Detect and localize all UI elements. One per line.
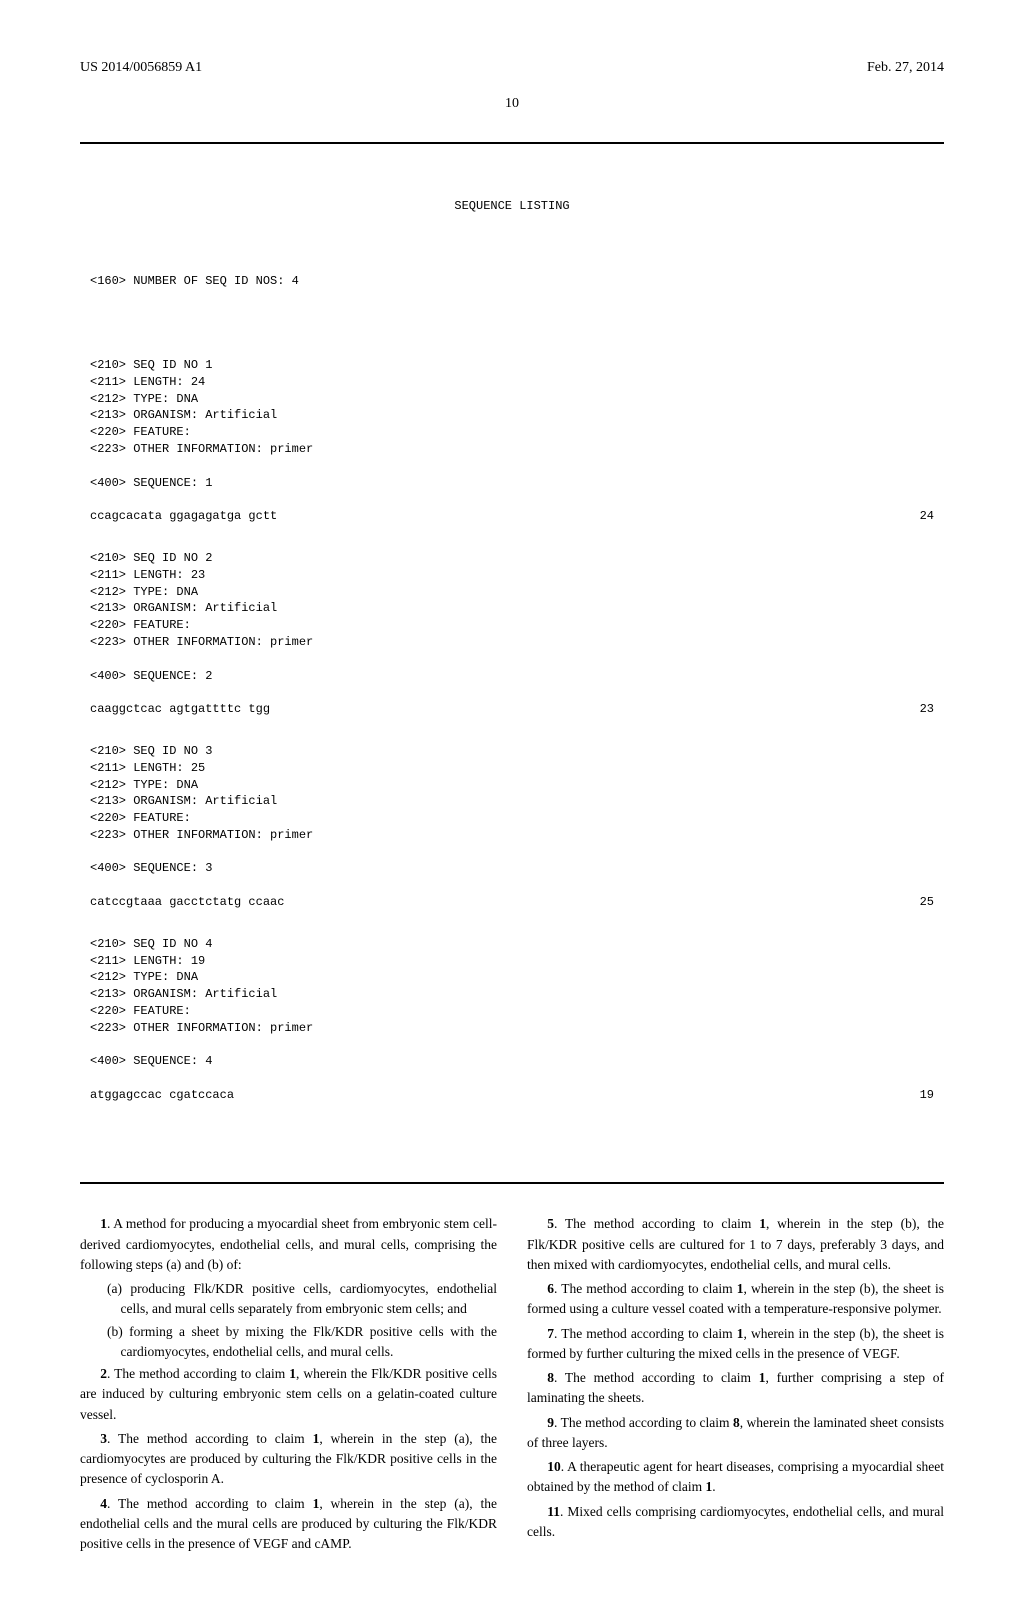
seq-meta-line: <212> TYPE: DNA	[90, 777, 934, 794]
claim-number: 1	[100, 1216, 107, 1231]
seq-meta-line: <223> OTHER INFORMATION: primer	[90, 634, 934, 651]
claim-number: 11	[547, 1504, 560, 1519]
seq-data-row: atggagccac cgatccaca 19	[90, 1087, 934, 1104]
seq-meta-line: <211> LENGTH: 25	[90, 760, 934, 777]
claim-text: . The method according to claim	[554, 1326, 737, 1341]
claim-text: . A method for producing a myocardial sh…	[80, 1216, 497, 1272]
claim-text: . The method according to claim	[554, 1216, 759, 1231]
claim-text: . The method according to claim	[107, 1431, 313, 1446]
seq-length-value: 25	[920, 894, 934, 911]
claim-number: 9	[547, 1415, 554, 1430]
claim: 8. The method according to claim 1, furt…	[527, 1368, 944, 1409]
seq-meta-line: <210> SEQ ID NO 2	[90, 550, 934, 567]
claim-number: 10	[547, 1459, 561, 1474]
seq-length-value: 19	[920, 1087, 934, 1104]
claim-number: 6	[547, 1281, 554, 1296]
seq-meta-line: <210> SEQ ID NO 3	[90, 743, 934, 760]
claim: 1. A method for producing a myocardial s…	[80, 1214, 497, 1275]
claim-number: 4	[100, 1496, 107, 1511]
seq-meta-line: <212> TYPE: DNA	[90, 969, 934, 986]
seq-meta-line: <212> TYPE: DNA	[90, 391, 934, 408]
sequence-listing-section: SEQUENCE LISTING <160> NUMBER OF SEQ ID …	[80, 142, 944, 1184]
seq-meta-line: <211> LENGTH: 19	[90, 953, 934, 970]
seq-meta-line: <213> ORGANISM: Artificial	[90, 986, 934, 1003]
page-number: 10	[80, 96, 944, 112]
claim-number: 7	[547, 1326, 554, 1341]
seq-meta-line: <220> FEATURE:	[90, 617, 934, 634]
seq-data-row: ccagcacata ggagagatga gctt 24	[90, 508, 934, 525]
claim: 5. The method according to claim 1, wher…	[527, 1214, 944, 1275]
seq-length-value: 23	[920, 701, 934, 718]
claim-number: 3	[100, 1431, 107, 1446]
seq-data: caaggctcac agtgattttc tgg	[90, 701, 270, 718]
sequence-block: <210> SEQ ID NO 2<211> LENGTH: 23<212> T…	[90, 550, 934, 718]
seq-length-value: 24	[920, 508, 934, 525]
seq-meta-line: <212> TYPE: DNA	[90, 584, 934, 601]
seq-data-row: caaggctcac agtgattttc tgg 23	[90, 701, 934, 718]
claim-ref: 1	[759, 1216, 766, 1231]
seq-count-line: <160> NUMBER OF SEQ ID NOS: 4	[90, 273, 934, 290]
claim-ref: 8	[733, 1415, 740, 1430]
claim-ref: 1	[737, 1281, 744, 1296]
claim-text: . The method according to claim	[107, 1366, 289, 1381]
seq-label-line: <400> SEQUENCE: 2	[90, 668, 934, 685]
sequences-container: <210> SEQ ID NO 1<211> LENGTH: 24<212> T…	[90, 357, 934, 1104]
seq-data-row: catccgtaaa gacctctatg ccaac 25	[90, 894, 934, 911]
seq-data: ccagcacata ggagagatga gctt	[90, 508, 277, 525]
sequence-block: <210> SEQ ID NO 1<211> LENGTH: 24<212> T…	[90, 357, 934, 525]
seq-meta-line: <213> ORGANISM: Artificial	[90, 600, 934, 617]
seq-meta-line: <220> FEATURE:	[90, 1003, 934, 1020]
seq-meta-line: <223> OTHER INFORMATION: primer	[90, 827, 934, 844]
seq-meta-line: <213> ORGANISM: Artificial	[90, 793, 934, 810]
seq-label-line: <400> SEQUENCE: 4	[90, 1053, 934, 1070]
claim-ref: 1	[289, 1366, 296, 1381]
claim-ref: 1	[313, 1496, 320, 1511]
sub-claim: (b) forming a sheet by mixing the Flk/KD…	[80, 1322, 497, 1363]
seq-meta-line: <211> LENGTH: 23	[90, 567, 934, 584]
claim-ref: 1	[759, 1370, 766, 1385]
seq-data: catccgtaaa gacctctatg ccaac	[90, 894, 284, 911]
seq-label-line: <400> SEQUENCE: 3	[90, 860, 934, 877]
claim: 3. The method according to claim 1, wher…	[80, 1429, 497, 1490]
seq-meta-line: <210> SEQ ID NO 4	[90, 936, 934, 953]
seq-meta-line: <213> ORGANISM: Artificial	[90, 407, 934, 424]
claim-text: . The method according to claim	[107, 1496, 313, 1511]
sequence-listing-title: SEQUENCE LISTING	[90, 198, 934, 215]
sequence-block: <210> SEQ ID NO 4<211> LENGTH: 19<212> T…	[90, 936, 934, 1104]
seq-meta-line: <223> OTHER INFORMATION: primer	[90, 1020, 934, 1037]
claim-text: . The method according to claim	[554, 1370, 759, 1385]
seq-data: atggagccac cgatccaca	[90, 1087, 234, 1104]
claims-section: 1. A method for producing a myocardial s…	[80, 1214, 944, 1554]
claim-ref: 1	[313, 1431, 320, 1446]
claim-text: . The method according to claim	[554, 1415, 733, 1430]
claim-ref: 1	[737, 1326, 744, 1341]
page-header: US 2014/0056859 A1 Feb. 27, 2014	[80, 60, 944, 76]
claim: 11. Mixed cells comprising cardiomyocyte…	[527, 1502, 944, 1543]
claim: 7. The method according to claim 1, wher…	[527, 1324, 944, 1365]
publication-number: US 2014/0056859 A1	[80, 60, 202, 76]
claim-tail: .	[712, 1479, 715, 1494]
claim-number: 5	[547, 1216, 554, 1231]
claim: 6. The method according to claim 1, wher…	[527, 1279, 944, 1320]
publication-date: Feb. 27, 2014	[867, 60, 944, 76]
claim-number: 2	[100, 1366, 107, 1381]
page-container: US 2014/0056859 A1 Feb. 27, 2014 10 SEQU…	[0, 0, 1024, 1614]
claim-ref: 1	[705, 1479, 712, 1494]
claim-text: . Mixed cells comprising cardiomyocytes,…	[527, 1504, 944, 1539]
seq-meta-line: <210> SEQ ID NO 1	[90, 357, 934, 374]
claim: 10. A therapeutic agent for heart diseas…	[527, 1457, 944, 1498]
claim-text: . A therapeutic agent for heart diseases…	[527, 1459, 944, 1494]
claim: 4. The method according to claim 1, wher…	[80, 1494, 497, 1555]
sequence-block: <210> SEQ ID NO 3<211> LENGTH: 25<212> T…	[90, 743, 934, 911]
seq-meta-line: <220> FEATURE:	[90, 424, 934, 441]
seq-label-line: <400> SEQUENCE: 1	[90, 475, 934, 492]
claim: 9. The method according to claim 8, wher…	[527, 1413, 944, 1454]
seq-meta-line: <223> OTHER INFORMATION: primer	[90, 441, 934, 458]
claim-number: 8	[547, 1370, 554, 1385]
seq-meta-line: <220> FEATURE:	[90, 810, 934, 827]
sub-claim: (a) producing Flk/KDR positive cells, ca…	[80, 1279, 497, 1320]
claim: 2. The method according to claim 1, wher…	[80, 1364, 497, 1425]
seq-meta-line: <211> LENGTH: 24	[90, 374, 934, 391]
claim-text: . The method according to claim	[554, 1281, 737, 1296]
